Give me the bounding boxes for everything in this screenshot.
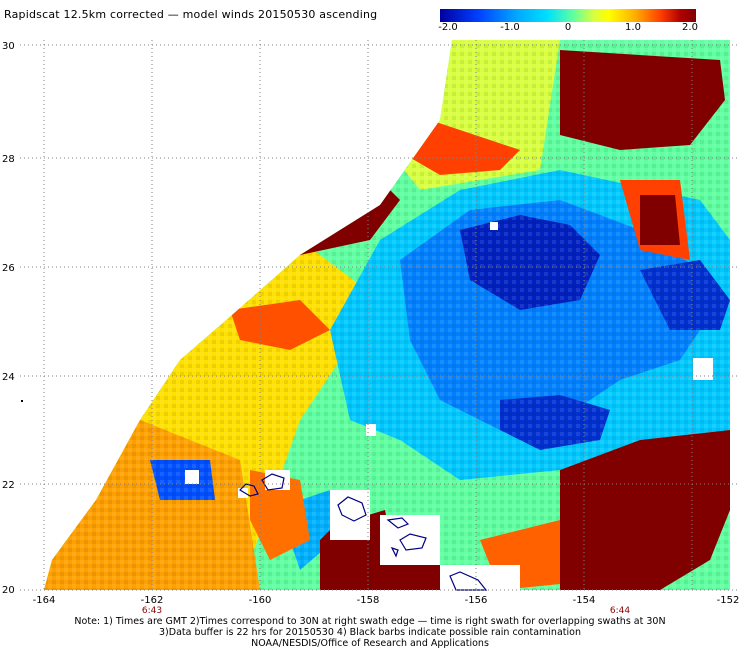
- lon-label: -160: [249, 595, 272, 606]
- lat-label: 26: [2, 263, 15, 274]
- time-label: 6:43: [142, 606, 162, 616]
- lat-label: 20: [2, 585, 15, 596]
- lat-label: 28: [2, 154, 15, 165]
- point-marker: [21, 400, 23, 402]
- colorbar-label: 1.0: [625, 22, 641, 33]
- coastline: [239, 473, 488, 591]
- colorbar-label: -1.0: [500, 22, 520, 33]
- credit-line: NOAA/NESDIS/Office of Research and Appli…: [251, 638, 489, 649]
- colorbar-gradient: [440, 9, 696, 22]
- note-line: Note: 1) Times are GMT 2)Times correspon…: [74, 616, 666, 627]
- lat-label: 24: [2, 372, 15, 383]
- lon-label: -156: [465, 595, 488, 606]
- colorbar-label: -2.0: [438, 22, 458, 33]
- lat-label: 22: [2, 480, 15, 491]
- colorbar-label: 2.0: [682, 22, 698, 33]
- lat-label: 30: [2, 41, 15, 52]
- map-title: Rapidscat 12.5km corrected — model winds…: [4, 8, 378, 21]
- note-line: 3)Data buffer is 22 hrs for 20150530 4) …: [159, 627, 581, 638]
- lon-label: -164: [33, 595, 56, 606]
- lon-label: -152: [717, 595, 740, 606]
- lon-label: -162: [141, 595, 164, 606]
- colorbar-label: 0: [564, 22, 572, 33]
- lon-label: -158: [357, 595, 380, 606]
- lon-label: -154: [573, 595, 596, 606]
- colorbar: -2.0 -1.0 0 1.0 2.0: [438, 9, 698, 35]
- time-label: 6:44: [610, 606, 630, 616]
- missing-data-mask: [185, 222, 713, 590]
